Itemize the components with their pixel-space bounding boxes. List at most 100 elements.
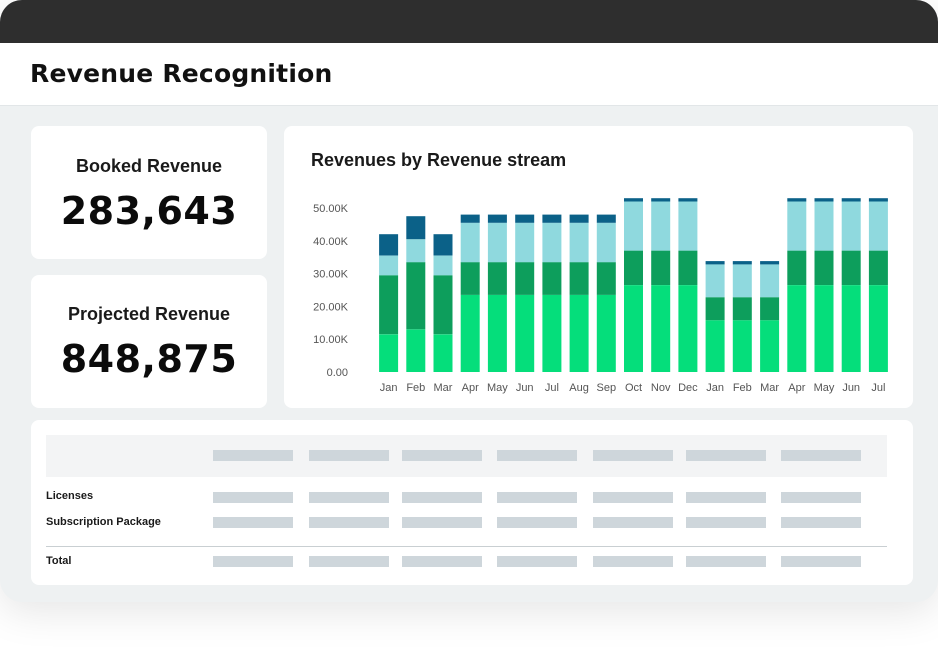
bar-segment[interactable] [651,285,671,372]
x-tick-label: Nov [651,382,671,394]
bar-segment[interactable] [651,201,671,251]
bar-segment[interactable] [460,262,480,295]
x-tick-label: Apr [788,382,805,394]
x-tick-label: Jan [706,382,724,394]
bar-segment[interactable] [569,294,589,372]
bar-segment[interactable] [433,234,453,256]
cell-placeholder [497,492,577,503]
bar-segment[interactable] [624,198,643,202]
bar-segment[interactable] [705,264,725,298]
bar-segment[interactable] [624,285,643,372]
bar-segment[interactable] [379,234,399,256]
bar-segment[interactable] [487,262,507,295]
bar-segment[interactable] [678,201,698,251]
bar-segment[interactable] [624,250,643,285]
bar-segment[interactable] [624,201,643,251]
bar-segment[interactable] [787,198,807,202]
bar-segment[interactable] [542,262,562,295]
x-tick-label: Jul [545,382,559,394]
bar-segment[interactable] [515,214,535,223]
cell-placeholder [213,492,293,503]
bar-segment[interactable] [868,201,888,251]
bar-segment[interactable] [841,201,861,251]
bar-segment[interactable] [787,285,807,372]
bar-segment[interactable] [515,294,535,372]
bar-segment[interactable] [596,262,616,295]
x-tick-label: Feb [733,382,752,394]
x-tick-label: Mar [434,382,453,394]
bar-segment[interactable] [379,275,399,335]
bar-segment[interactable] [651,250,671,285]
x-tick-label: Apr [462,382,479,394]
bar-segment[interactable] [379,334,399,372]
bar-segment[interactable] [487,214,507,223]
bar-segment[interactable] [569,222,589,263]
cell-placeholder [593,517,673,528]
bar-segment[interactable] [868,198,888,202]
bar-segment[interactable] [868,285,888,372]
bar-segment[interactable] [814,198,834,202]
bar-segment[interactable] [542,214,562,223]
page-header: Revenue Recognition [0,43,938,106]
bar-segment[interactable] [460,214,480,223]
chart-title: Revenues by Revenue stream [311,150,567,170]
x-tick-label: May [487,382,508,394]
bar-segment[interactable] [760,261,780,265]
bar-segment[interactable] [487,294,507,372]
booked-revenue-label: Booked Revenue [75,156,223,176]
bar-segment[interactable] [760,264,780,298]
cell-placeholder [402,492,482,503]
bar-segment[interactable] [460,294,480,372]
bar-segment[interactable] [705,261,725,265]
y-tick-label: 50.00K [313,203,349,215]
bar-segment[interactable] [569,214,589,223]
bar-segment[interactable] [542,222,562,263]
bar-segment[interactable] [678,250,698,285]
bar-segment[interactable] [406,329,426,372]
bar-segment[interactable] [406,262,426,330]
projected-revenue-label: Projected Revenue [67,304,231,324]
bar-segment[interactable] [868,250,888,285]
bar-segment[interactable] [433,255,453,276]
bar-segment[interactable] [732,264,752,298]
bar-segment[interactable] [433,334,453,372]
bar-segment[interactable] [814,250,834,285]
bar-segment[interactable] [760,297,780,321]
cell-placeholder [686,556,766,567]
bar-segment[interactable] [760,320,780,372]
bar-segment[interactable] [841,285,861,372]
header-placeholder [309,450,389,461]
bar-segment[interactable] [542,294,562,372]
bar-segment[interactable] [379,255,399,276]
bar-segment[interactable] [814,285,834,372]
stacked-bar-chart: 0.00 10.00K 20.00K 30.00K 40.00K 50.00K Jan Feb… [313,198,888,394]
bar-segment[interactable] [705,297,725,321]
bar-segment[interactable] [406,239,426,263]
bar-segment[interactable] [433,275,453,335]
bar-segment[interactable] [515,262,535,295]
bar-segment[interactable] [705,320,725,372]
cell-placeholder [781,517,861,528]
bar-segment[interactable] [678,285,698,372]
bar-segment[interactable] [841,198,861,202]
bar-segment[interactable] [651,198,671,202]
bar-segment[interactable] [732,261,752,265]
bar-segment[interactable] [569,262,589,295]
bar-segment[interactable] [515,222,535,263]
bar-segment[interactable] [814,201,834,251]
bar-segment[interactable] [596,294,616,372]
bar-segment[interactable] [596,214,616,223]
bar-segment[interactable] [787,250,807,285]
bar-segment[interactable] [732,320,752,372]
bar-segment[interactable] [406,216,426,240]
bar-segment[interactable] [460,222,480,263]
cell-placeholder [686,492,766,503]
bar-segment[interactable] [841,250,861,285]
bar-segment[interactable] [678,198,698,202]
bar-segment[interactable] [787,201,807,251]
cell-placeholder [497,517,577,528]
bar-segment[interactable] [487,222,507,263]
bar-segment[interactable] [596,222,616,263]
bar-segment[interactable] [732,297,752,321]
x-tick-label: Feb [406,382,425,394]
